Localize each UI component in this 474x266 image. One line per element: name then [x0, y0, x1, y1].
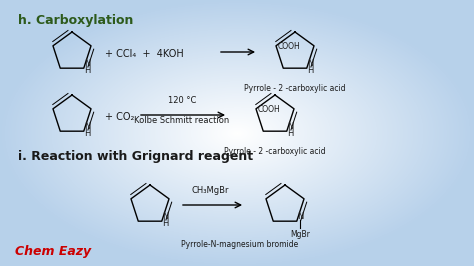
- Text: COOH: COOH: [258, 105, 281, 114]
- Text: H: H: [84, 129, 91, 138]
- Text: + CCl₄  +  4KOH: + CCl₄ + 4KOH: [105, 49, 184, 59]
- Text: COOH: COOH: [278, 42, 301, 51]
- Text: N: N: [297, 212, 303, 221]
- Text: N: N: [287, 122, 293, 131]
- Text: H: H: [162, 219, 169, 228]
- Text: 120 °C: 120 °C: [168, 96, 196, 105]
- Text: N: N: [307, 59, 314, 68]
- Text: Chem Eazy: Chem Eazy: [15, 245, 91, 258]
- Text: H: H: [84, 66, 91, 75]
- Text: Pyrrole - 2 -carboxylic acid: Pyrrole - 2 -carboxylic acid: [224, 147, 326, 156]
- Text: Pyrrole - 2 -carboxylic acid: Pyrrole - 2 -carboxylic acid: [244, 84, 346, 93]
- Text: N: N: [84, 122, 91, 131]
- Text: H: H: [287, 129, 293, 138]
- Text: h. Carboxylation: h. Carboxylation: [18, 14, 133, 27]
- Text: MgBr: MgBr: [291, 230, 310, 239]
- Text: H: H: [307, 66, 314, 75]
- Text: i. Reaction with Grignard reagent: i. Reaction with Grignard reagent: [18, 150, 253, 163]
- Text: Kolbe Schmitt reaction: Kolbe Schmitt reaction: [134, 116, 229, 125]
- Text: CH₃MgBr: CH₃MgBr: [191, 186, 229, 195]
- Text: N: N: [162, 212, 169, 221]
- Text: Pyrrole-N-magnesium bromide: Pyrrole-N-magnesium bromide: [182, 240, 299, 249]
- Text: N: N: [84, 59, 91, 68]
- Text: + CO₂: + CO₂: [105, 112, 134, 122]
